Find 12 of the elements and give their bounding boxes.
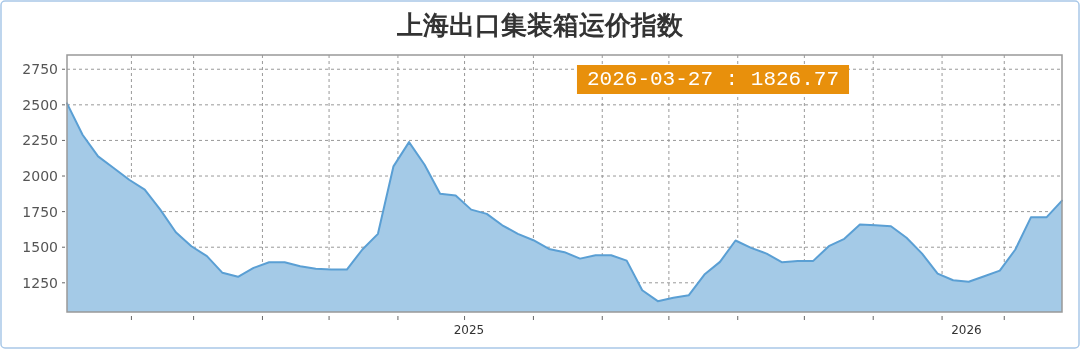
y-tick-label: 2000: [22, 168, 58, 185]
y-tick-label: 1500: [22, 239, 58, 256]
x-tick-label: 2025: [453, 323, 485, 337]
annotation: 2026-03-27 : 1826.77: [586, 68, 840, 91]
y-tick-label: 1750: [22, 203, 58, 220]
annotation: 2026-03-27 : 1826.77: [577, 65, 849, 94]
x-tick-label: 2026: [951, 323, 982, 337]
y-tick-label: 2750: [22, 61, 58, 78]
y-tick-label: 2500: [22, 96, 58, 113]
y-tick-label: 1250: [22, 274, 58, 291]
chart-title: 上海出口集装箱运价指数: [396, 10, 684, 40]
y-tick-label: 2250: [22, 132, 58, 149]
